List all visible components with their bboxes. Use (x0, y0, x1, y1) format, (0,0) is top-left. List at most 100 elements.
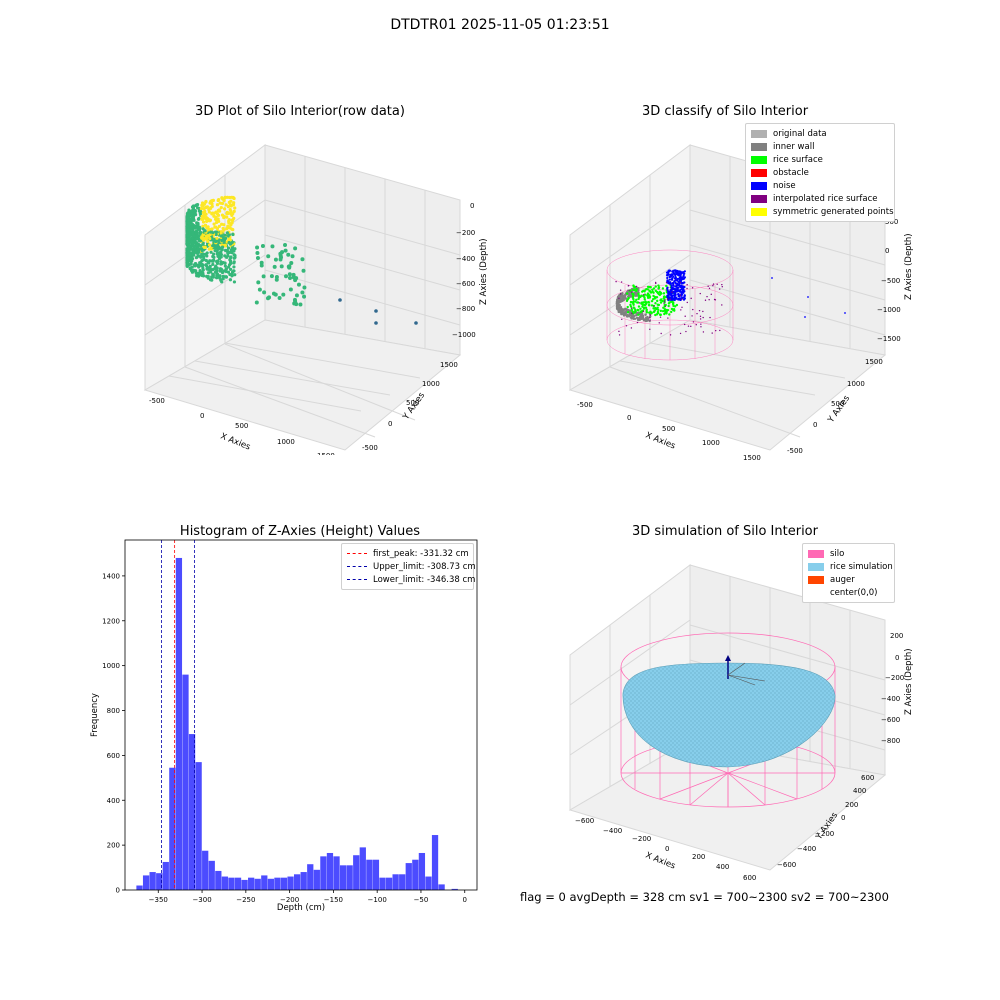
p2-point (702, 316, 704, 319)
p1-point (215, 236, 219, 240)
p2-point (686, 283, 688, 286)
p2-point (679, 297, 682, 300)
p2-point (619, 293, 622, 295)
p2-point (668, 301, 671, 304)
legend-label: rice surface (773, 154, 823, 165)
p2-point (658, 290, 661, 294)
x-tick-label: −250 (236, 896, 255, 904)
p2-point (683, 294, 686, 297)
p2-point (675, 272, 678, 276)
p1-point (296, 282, 301, 287)
p1-point (293, 299, 298, 304)
p1-point (205, 205, 210, 209)
p1-point-cloud (185, 195, 418, 325)
p2-point (663, 300, 666, 303)
p2-point (636, 316, 639, 320)
p1-point (188, 266, 192, 270)
p1-point (214, 232, 218, 237)
p1-point (220, 238, 224, 243)
p1-point (233, 273, 237, 277)
p2-point (650, 299, 654, 303)
p2-ytick: 500 (831, 400, 844, 408)
p2-point (671, 282, 674, 285)
p2-point (656, 299, 659, 303)
p1-ytick: 500 (406, 399, 419, 407)
legend-swatch (751, 129, 767, 138)
p2-point (645, 308, 648, 311)
p2-point (682, 271, 685, 274)
p1-point (197, 234, 201, 238)
p2-point (625, 325, 628, 327)
p2-point (673, 292, 676, 296)
p1-point (191, 232, 195, 236)
p1-point (188, 209, 192, 213)
p4-ytick: −200 (815, 830, 834, 838)
p2-point (632, 306, 635, 309)
p2-point (652, 310, 656, 314)
p1-point (212, 255, 216, 259)
p1-point (199, 230, 203, 235)
p2-point (630, 291, 633, 293)
p1-point (223, 207, 227, 211)
p2-point (679, 285, 683, 289)
legend-label: auger (830, 574, 855, 585)
p2-point (681, 277, 685, 281)
p1-ztick: −1000 (452, 331, 476, 339)
p3-legend: first_peak: -331.32 cm Upper_limit: -308… (341, 543, 476, 590)
p1-point (215, 266, 219, 270)
p1-point (374, 309, 378, 313)
p2-point (649, 315, 652, 318)
p2-ztick: 0 (885, 247, 889, 255)
histogram-bar (313, 869, 320, 890)
histogram-bar (156, 873, 163, 890)
p2-point (670, 284, 673, 287)
histogram-bar (372, 859, 380, 890)
p2-point (677, 293, 680, 296)
p2-point (665, 284, 668, 288)
p1-point (224, 203, 228, 207)
p2-point (644, 319, 648, 323)
histogram-bar (385, 877, 393, 890)
p1-point (198, 211, 202, 216)
p2-point (807, 296, 809, 298)
p4-auger (725, 655, 766, 686)
p2-point (713, 298, 716, 301)
p2-point (661, 309, 665, 313)
p3-legend-entry: Upper_limit: -308.73 cm (347, 560, 476, 573)
p2-point (623, 295, 627, 299)
p1-point (232, 253, 236, 257)
p2-point (681, 281, 684, 285)
p1-point (219, 278, 223, 282)
p2-point (636, 321, 639, 324)
p1-point (210, 278, 214, 282)
p1-point (226, 265, 231, 269)
histogram-bar (142, 875, 150, 890)
p2-point (676, 278, 679, 281)
p2-point (644, 316, 648, 319)
p2-point (656, 306, 659, 309)
p2-point (680, 276, 683, 279)
p2-point (615, 280, 617, 283)
p2-point (662, 297, 665, 300)
p2-point (690, 325, 692, 328)
p2-point (642, 310, 645, 313)
p1-point (255, 245, 260, 250)
p1-point (230, 221, 234, 225)
p1-point (226, 224, 230, 228)
p1-ytick: 1500 (440, 361, 458, 369)
p1-point (215, 259, 219, 264)
p1-point (187, 221, 191, 225)
p2-point (633, 288, 636, 292)
p2-point (721, 304, 723, 306)
p1-point (217, 224, 221, 229)
p2-point (632, 300, 635, 303)
histogram-bar (221, 876, 229, 890)
p2-point (672, 269, 675, 272)
p1-point (189, 225, 194, 229)
p2-point (643, 290, 646, 293)
p2-point (666, 271, 670, 274)
p2-ztick: −500 (881, 277, 900, 285)
p2-point (654, 289, 657, 293)
p1-point (211, 262, 215, 267)
p2-point (710, 293, 712, 296)
